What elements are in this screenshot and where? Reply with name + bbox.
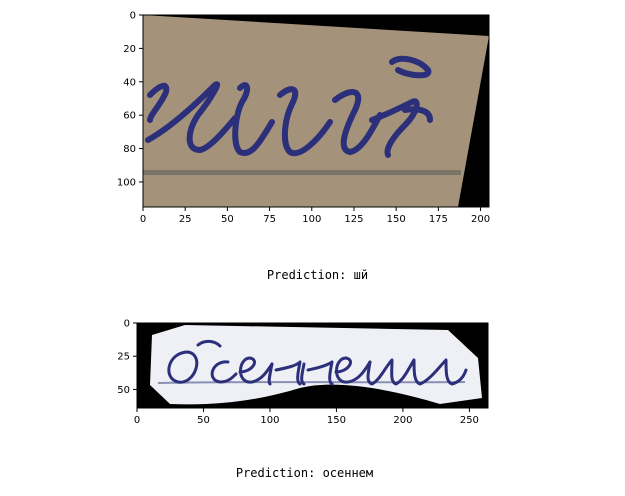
x-tick: 200 [471,207,490,225]
y-tick-label: 25 [117,352,130,363]
x-tick-label: 0 [140,214,146,225]
x-tick: 50 [197,408,210,426]
x-tick: 100 [260,408,280,426]
image-1 [143,15,489,207]
x-tick: 75 [263,207,276,225]
x-axis-1: 0 25 50 75 100 125 150 175 200 [140,207,490,225]
image-2-handwriting [167,339,468,386]
image-panel-1: 0 25 50 75 100 125 150 175 200 0 20 40 60 80 100 [117,11,490,226]
x-tick-label: 25 [179,214,192,225]
x-tick-label: 75 [263,214,276,225]
axes-frame-1 [142,14,490,208]
x-tick-label: 150 [327,415,346,426]
y-tick-label: 0 [130,11,136,22]
x-tick-label: 200 [471,214,490,225]
y-tick: 50 [117,385,137,396]
x-tick: 125 [344,207,364,225]
x-tick: 25 [179,207,192,225]
y-tick-label: 20 [123,44,136,55]
prediction-label-1: Prediction: [266,268,347,282]
x-tick-label: 200 [393,415,412,426]
x-tick: 200 [393,408,412,426]
prediction-value-1: шй [353,268,369,282]
x-tick: 250 [460,408,479,426]
y-tick-label: 60 [123,111,136,122]
y-tick-label: 0 [124,319,130,330]
y-tick-label: 50 [117,385,130,396]
y-tick: 100 [117,177,143,188]
y-tick: 25 [117,352,137,363]
x-tick: 150 [327,408,346,426]
prediction-value-2: осеннем [322,466,374,480]
y-tick-label: 100 [117,177,136,188]
y-tick-label: 80 [123,144,136,155]
axes-frame-2 [136,322,489,409]
x-tick-label: 50 [197,415,210,426]
x-tick: 0 [134,408,140,426]
image-1-ruling-line [143,170,461,175]
y-tick: 80 [123,144,143,155]
x-tick-label: 150 [387,214,406,225]
image-2 [137,323,488,408]
image-2-paper [150,325,482,405]
x-axis-2: 0 50 100 150 200 250 [134,408,479,426]
y-tick: 20 [123,44,143,55]
y-tick: 0 [124,319,137,330]
y-tick: 0 [130,11,143,22]
prediction-caption-1: Prediction: шй [5,268,625,282]
x-tick-label: 100 [302,214,321,225]
x-tick: 100 [302,207,321,225]
x-tick-label: 50 [221,214,234,225]
image-panel-2: 0 50 100 150 200 250 0 25 50 [117,319,489,426]
y-axis-2: 0 25 50 [117,319,137,396]
x-tick: 150 [387,207,406,225]
x-tick: 175 [429,207,448,225]
x-tick-label: 100 [260,415,279,426]
image-1-paper-top-edge [143,15,489,36]
x-tick-label: 125 [344,214,363,225]
image-1-handwriting [145,55,433,158]
x-tick-label: 175 [429,214,448,225]
prediction-label-2: Prediction: [235,466,316,480]
prediction-caption-2: Prediction: осеннем [0,466,617,480]
x-tick-label: 0 [134,415,140,426]
y-axis-1: 0 20 40 60 80 100 [117,11,143,188]
x-tick: 50 [221,207,234,225]
x-tick-label: 250 [460,415,479,426]
image-1-paper [143,15,489,207]
y-tick-label: 40 [123,77,136,88]
y-tick: 60 [123,111,143,122]
x-tick: 0 [140,207,146,225]
y-tick: 40 [123,77,143,88]
